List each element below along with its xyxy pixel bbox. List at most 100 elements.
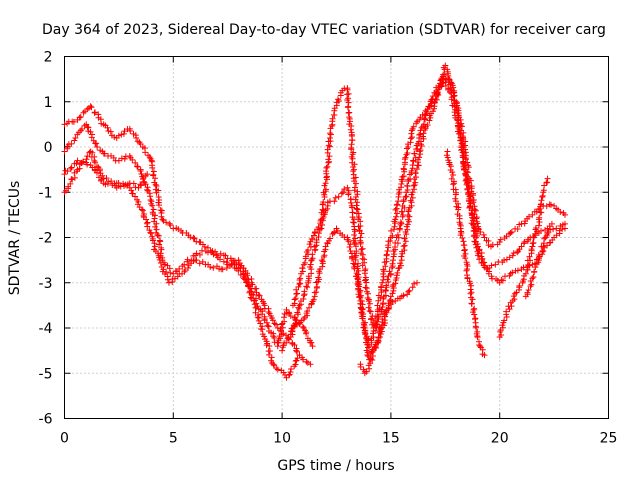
data-point-interp <box>377 283 384 290</box>
data-point-interp <box>452 191 459 198</box>
data-point-interp <box>264 322 271 329</box>
data-point-interp <box>289 328 296 335</box>
data-point-interp <box>196 251 203 258</box>
data-point-interp <box>327 131 334 138</box>
data-point-interp <box>304 359 311 366</box>
data-point-interp <box>538 227 544 234</box>
data-point-interp <box>528 281 535 288</box>
data-point-interp <box>320 198 327 205</box>
data-point <box>165 279 172 286</box>
data-point-interp <box>121 155 128 162</box>
data-point-interp <box>274 366 281 373</box>
data-point-interp <box>266 310 273 317</box>
data-point-interp <box>547 201 554 208</box>
data-point-interp <box>409 194 416 201</box>
data-point-interp <box>249 281 256 288</box>
data-point-interp <box>210 251 217 258</box>
data-point-interp <box>471 316 478 323</box>
data-point-interp <box>392 206 399 213</box>
data-point-interp <box>400 165 407 172</box>
data-point-interp <box>450 93 457 100</box>
data-point <box>87 103 94 110</box>
data-point-interp <box>400 196 407 203</box>
data-point-interp <box>351 239 358 246</box>
data-point-interp <box>324 205 331 212</box>
data-point-interp <box>263 319 270 326</box>
data-point-interp <box>268 354 275 361</box>
data-point-interp <box>514 249 521 256</box>
data-point-interp <box>457 134 464 141</box>
x-tick-label: 20 <box>491 431 509 447</box>
series-track-7 <box>279 62 568 363</box>
data-point-interp <box>207 264 214 271</box>
data-point-interp <box>247 294 254 301</box>
data-point-interp <box>352 273 359 280</box>
data-point-interp <box>499 277 506 284</box>
data-point-interp <box>132 193 139 200</box>
data-point-interp <box>394 231 401 238</box>
data-point-interp <box>313 289 320 296</box>
data-point <box>355 279 362 286</box>
data-point-interp <box>398 208 405 215</box>
data-point-interp <box>261 333 268 340</box>
data-point-interp <box>314 283 321 290</box>
data-point-interp <box>156 256 163 263</box>
data-point-interp <box>128 187 135 194</box>
data-point-interp <box>155 232 162 239</box>
data-point-interp <box>294 309 301 316</box>
data-point-interp <box>163 219 170 226</box>
data-point-interp <box>68 164 75 171</box>
data-point-interp <box>380 273 387 280</box>
data-point-interp <box>530 233 537 240</box>
x-tick-label: 10 <box>273 431 291 447</box>
data-point-interp <box>382 263 389 270</box>
data-point <box>61 148 68 155</box>
data-point-interp <box>285 372 292 379</box>
data-point-interp <box>438 80 445 87</box>
data-point <box>396 225 403 232</box>
data-point-interp <box>76 114 83 121</box>
data-point-interp <box>466 193 473 200</box>
data-point-interp <box>410 157 417 164</box>
data-point-interp <box>460 165 467 172</box>
data-point-interp <box>536 253 543 260</box>
data-point-interp <box>84 124 91 131</box>
data-point-interp <box>301 259 308 266</box>
data-point-interp <box>315 224 322 231</box>
data-point-interp <box>362 284 369 291</box>
data-point-interp <box>139 173 146 180</box>
data-point-interp <box>151 243 158 250</box>
data-point-interp <box>152 223 159 230</box>
series-track-8 <box>357 279 421 377</box>
data-point-interp <box>322 186 329 193</box>
data-point-interp <box>535 222 542 229</box>
data-point-interp <box>459 234 466 241</box>
data-point-interp <box>118 155 125 162</box>
data-point-interp <box>326 143 333 150</box>
data-point-interp <box>359 245 366 252</box>
data-point-interp <box>453 116 460 123</box>
data-point-interp <box>412 169 419 176</box>
data-point-interp <box>422 116 429 123</box>
data-point-interp <box>530 239 537 246</box>
data-point-interp <box>350 219 357 226</box>
data-point-interp <box>68 176 75 183</box>
data-point <box>331 198 338 205</box>
data-point-interp <box>531 268 538 275</box>
data-point-interp <box>450 171 457 178</box>
data-point-interp <box>459 141 466 148</box>
data-point <box>283 374 290 381</box>
x-tick-label: 25 <box>600 431 618 447</box>
data-point-interp <box>327 138 334 145</box>
series-track-1 <box>61 103 316 350</box>
data-point-interp <box>196 260 203 267</box>
data-point-interp <box>420 133 427 140</box>
data-point-interp <box>167 222 174 229</box>
data-point-interp <box>245 283 252 290</box>
data-point-interp <box>300 356 307 363</box>
data-point-interp <box>162 261 169 268</box>
data-point-interp <box>464 186 471 193</box>
data-point-interp <box>325 156 332 163</box>
data-point-interp <box>461 246 468 253</box>
data-point-interp <box>91 157 98 164</box>
